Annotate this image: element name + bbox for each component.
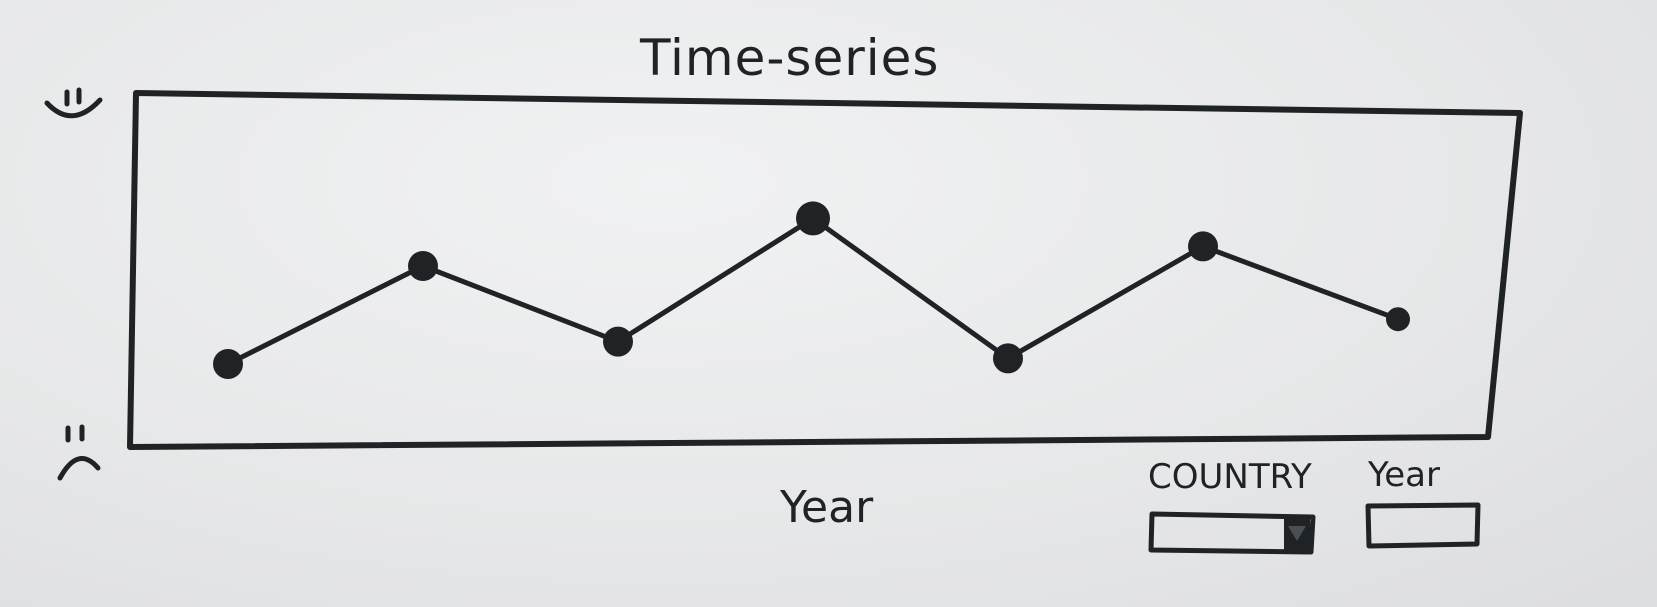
data-point: [1188, 231, 1218, 262]
country-dropdown[interactable]: [1148, 511, 1316, 555]
chart-title: Time-series: [639, 29, 939, 87]
data-point: [796, 201, 830, 236]
country-label: COUNTRY: [1148, 457, 1312, 497]
sad-face-icon: [57, 424, 101, 481]
happy-face-icon: [44, 87, 103, 119]
year-label: Year: [1367, 455, 1440, 495]
chart-frame: [127, 90, 1523, 450]
data-point: [993, 343, 1023, 374]
data-point: [408, 251, 438, 281]
series-group: [213, 201, 1410, 379]
x-axis-label: Year: [779, 482, 874, 533]
data-point: [603, 326, 633, 357]
data-point: [1386, 307, 1410, 332]
series-line: [226, 215, 1399, 367]
data-point: [213, 349, 243, 379]
year-input[interactable]: [1365, 502, 1481, 549]
dropdown-arrow-icon[interactable]: [1284, 519, 1310, 550]
